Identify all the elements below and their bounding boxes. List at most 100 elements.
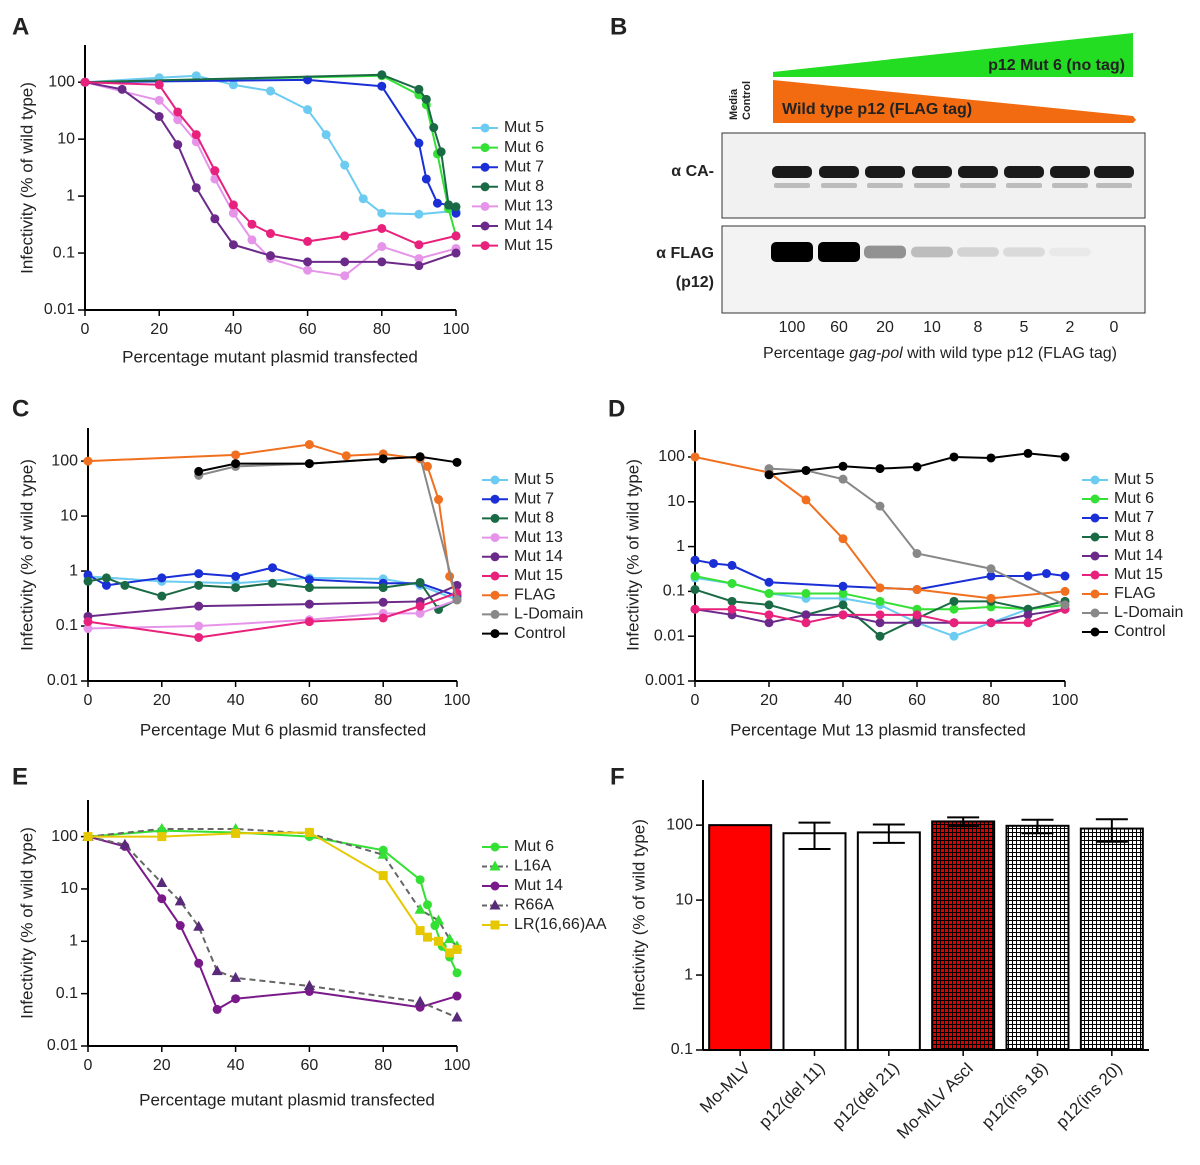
y-tick-label: 1	[66, 187, 75, 204]
data-point	[1023, 610, 1033, 620]
error-bar	[798, 821, 831, 851]
data-point	[414, 254, 424, 264]
data-point	[157, 894, 167, 904]
blot-band	[865, 166, 905, 178]
data-point	[303, 236, 313, 246]
data-point	[194, 958, 204, 968]
data-point	[304, 599, 314, 609]
legend-label: Mut 14	[1114, 547, 1163, 564]
blot-band	[774, 183, 810, 188]
data-point	[377, 208, 387, 218]
legend-marker	[490, 881, 500, 891]
data-point	[340, 160, 350, 170]
y-tick-label: 1	[69, 562, 78, 579]
data-point	[415, 577, 425, 587]
data-point	[1023, 448, 1033, 458]
data-point	[422, 461, 432, 471]
data-point	[912, 618, 922, 628]
lane-label: 100	[779, 319, 806, 336]
y-tick-label: 10	[675, 891, 693, 908]
legend-marker	[1090, 570, 1100, 580]
blot-band	[1096, 183, 1132, 188]
x-axis-title: Percentage mutant plasmid transfected	[122, 347, 418, 366]
data-point	[415, 608, 425, 618]
legend-label: L16A	[514, 858, 552, 875]
blot-band	[1049, 247, 1091, 257]
series-line	[87, 443, 458, 601]
data-point	[690, 585, 700, 595]
blot-band	[771, 242, 813, 262]
series-line	[84, 74, 457, 237]
data-point	[83, 624, 93, 634]
x-tick-label: 60	[301, 692, 319, 709]
x-tick-label: 100	[444, 1057, 471, 1074]
series-line	[87, 835, 458, 1019]
data-point	[875, 631, 885, 641]
data-point	[875, 610, 885, 620]
data-point	[949, 604, 959, 614]
y-tick-label: 0.1	[56, 617, 78, 634]
lane-label: Media	[728, 88, 740, 120]
series-line	[87, 584, 458, 618]
legend-label: Mut 7	[514, 490, 554, 507]
x-axis-title: Percentage gag-pol with wild type p12 (F…	[763, 345, 1117, 362]
data-point	[414, 240, 424, 250]
data-point	[912, 585, 922, 595]
blot-band	[912, 166, 952, 178]
data-point	[173, 115, 183, 125]
panel-label: C	[12, 395, 29, 422]
x-tick-label: 40	[225, 321, 243, 338]
data-point	[340, 257, 350, 267]
data-point	[157, 832, 167, 842]
blot-band	[818, 242, 860, 262]
x-axis-title-part: gag-pol	[849, 345, 903, 362]
data-point	[156, 876, 168, 887]
legend-label: Mut 13	[514, 529, 563, 546]
data-point	[191, 71, 201, 81]
data-point	[1023, 571, 1033, 581]
data-point	[415, 452, 425, 462]
x-tick-label: 80	[374, 692, 392, 709]
legend-label: Mut 13	[504, 198, 553, 215]
panel: D 0.001 0.01 0.1 1 10 100 Infectivity (% of wil…	[608, 395, 1183, 739]
series-line	[84, 81, 457, 267]
data-point	[986, 571, 996, 581]
legend-marker	[490, 609, 500, 619]
data-point	[378, 454, 388, 464]
data-point	[434, 936, 444, 946]
y-tick-label: 100	[666, 816, 693, 833]
legend-label: R66A	[514, 897, 554, 914]
lane-label: 10	[923, 319, 941, 336]
lane-label: 2	[1066, 319, 1075, 336]
data-point	[194, 569, 204, 579]
data-point	[414, 138, 424, 148]
data-point	[194, 466, 204, 476]
x-tick-label: 80	[373, 321, 391, 338]
legend-marker	[490, 629, 500, 639]
data-point	[304, 440, 314, 450]
legend-marker	[1090, 589, 1100, 599]
data-point	[378, 871, 388, 881]
data-point	[304, 827, 314, 837]
wedge-label: Wild type p12 (FLAG tag)	[782, 101, 972, 118]
series-line	[84, 81, 457, 246]
blot-box	[721, 225, 1146, 314]
data-point	[949, 452, 959, 462]
error-bar	[947, 816, 980, 828]
panel-label: A	[12, 13, 29, 40]
data-point	[445, 948, 455, 958]
data-point	[83, 576, 93, 586]
data-point	[303, 979, 315, 990]
legend-marker	[490, 533, 500, 543]
data-point	[875, 464, 885, 474]
legend-label: LR(16,66)AA	[514, 916, 607, 933]
data-point	[709, 558, 718, 568]
y-tick-label: 10	[60, 507, 78, 524]
y-tick-label: 0.1	[671, 1041, 693, 1058]
legend-marker	[1090, 608, 1100, 618]
y-tick-label: 1	[676, 538, 685, 555]
x-tick-label: 40	[834, 692, 852, 709]
data-point	[231, 583, 241, 593]
y-axis-title: Infectivity (% of wild type)	[17, 82, 36, 274]
